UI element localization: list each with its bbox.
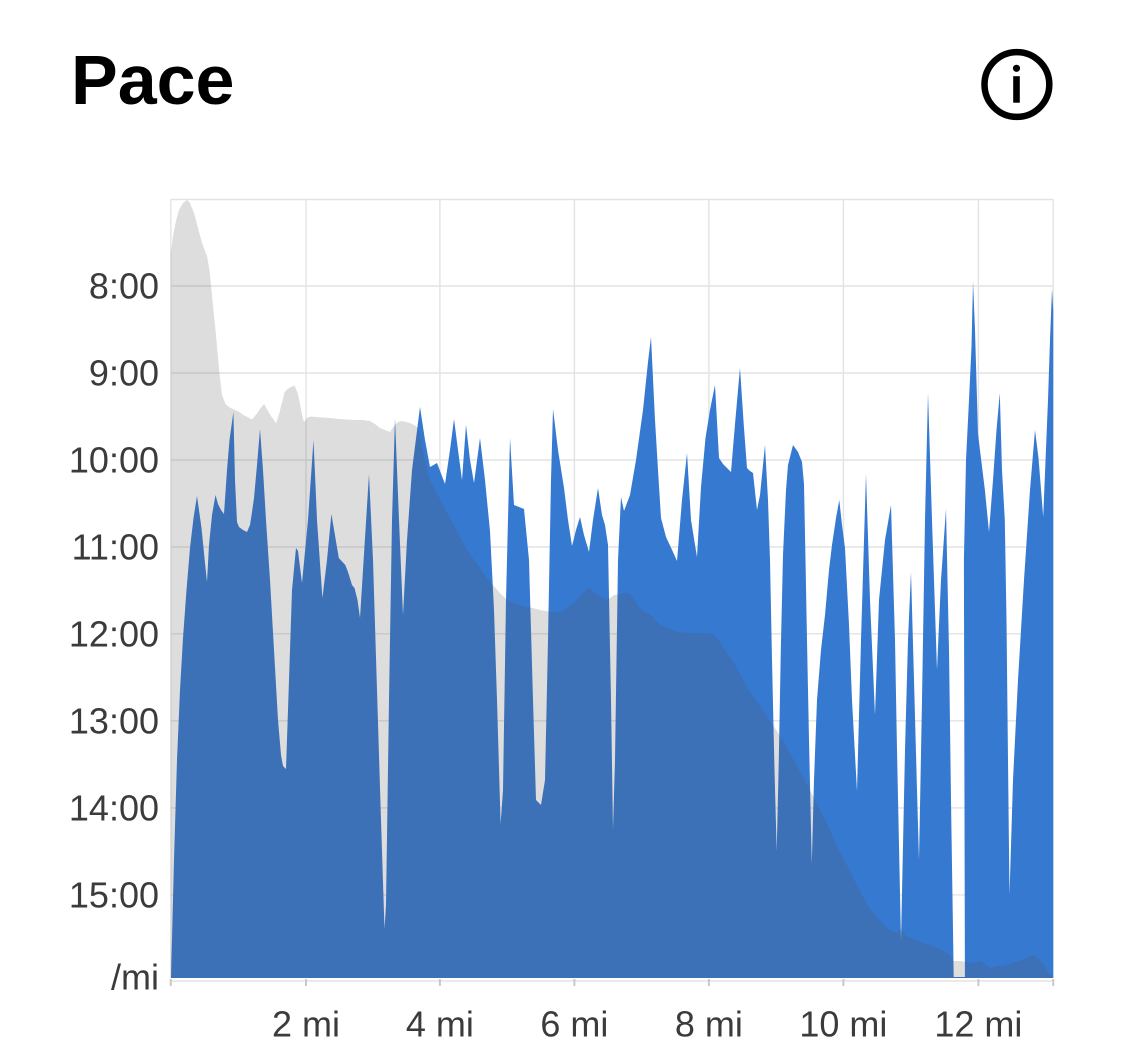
svg-text:15:00: 15:00 bbox=[69, 874, 159, 915]
svg-text:12:00: 12:00 bbox=[69, 613, 159, 654]
svg-text:12 mi: 12 mi bbox=[934, 1004, 1022, 1038]
svg-text:14:00: 14:00 bbox=[69, 787, 159, 828]
svg-text:2 mi: 2 mi bbox=[272, 1004, 340, 1038]
svg-text:6 mi: 6 mi bbox=[540, 1004, 608, 1038]
svg-text:10:00: 10:00 bbox=[69, 440, 159, 481]
svg-text:8:00: 8:00 bbox=[89, 266, 159, 307]
svg-text:10 mi: 10 mi bbox=[799, 1004, 887, 1038]
svg-text:8 mi: 8 mi bbox=[675, 1004, 743, 1038]
svg-text:9:00: 9:00 bbox=[89, 353, 159, 394]
svg-text:11:00: 11:00 bbox=[72, 527, 159, 568]
svg-text:13:00: 13:00 bbox=[69, 700, 159, 741]
svg-text:4 mi: 4 mi bbox=[406, 1004, 474, 1038]
svg-text:Pace: Pace bbox=[71, 41, 234, 119]
svg-text:/mi: /mi bbox=[111, 957, 159, 998]
